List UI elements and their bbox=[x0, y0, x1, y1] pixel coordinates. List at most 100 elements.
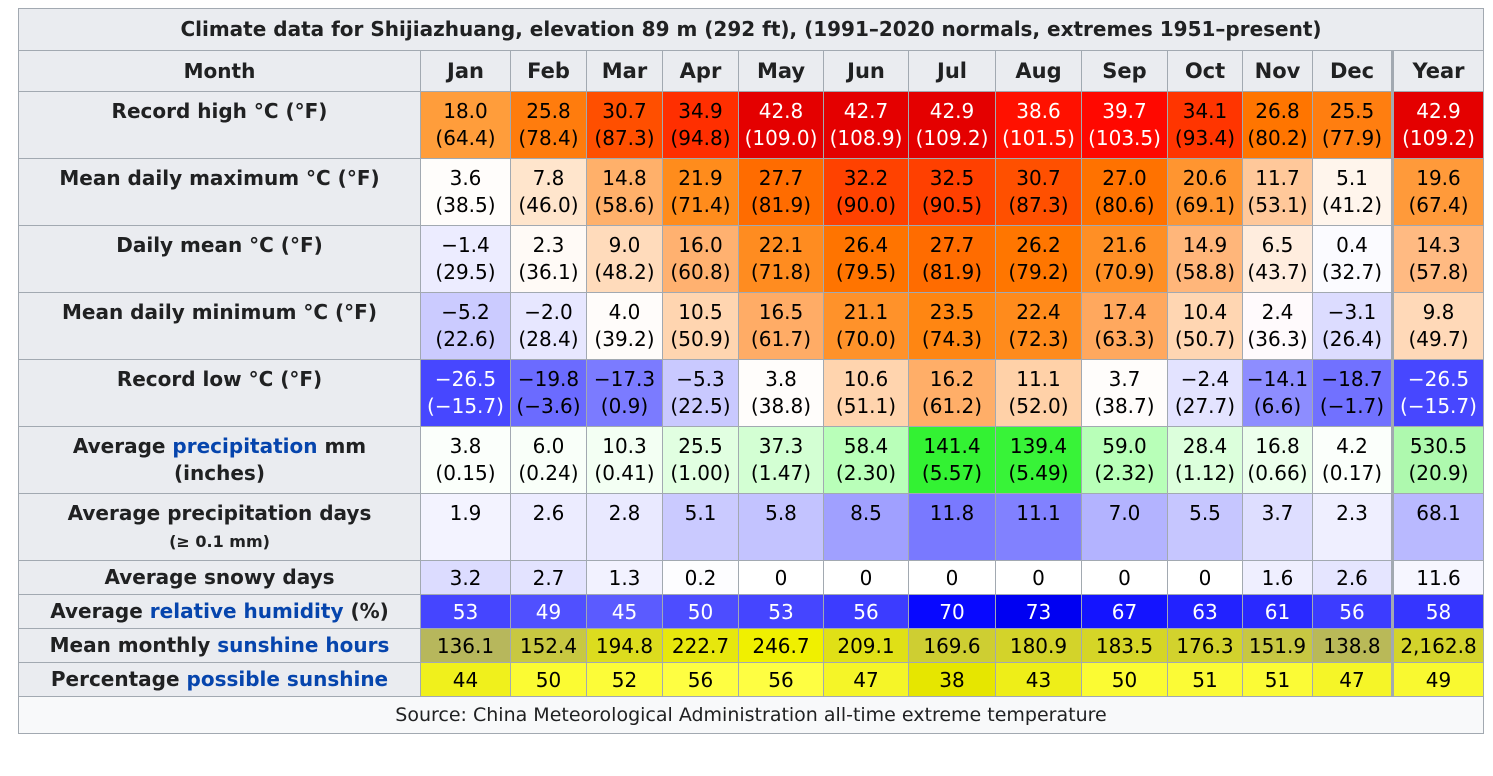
cell-value-imperial: (36.1) bbox=[518, 260, 579, 284]
month-cell: 22.1 (71.8) bbox=[738, 225, 824, 293]
row-label: Average precipitation days (≥ 0.1 mm) bbox=[18, 493, 421, 561]
month-cell: 194.8 bbox=[586, 628, 663, 663]
cell-value: 18.0 bbox=[443, 99, 488, 123]
cell-value: 169.6 bbox=[923, 633, 981, 658]
cell-value: 7.8 bbox=[532, 166, 565, 190]
header-nov: Nov bbox=[1242, 50, 1313, 92]
header-oct: Oct bbox=[1167, 50, 1243, 92]
cell-value-imperial: (−15.7) bbox=[1400, 394, 1477, 418]
month-cell: 49 bbox=[510, 594, 587, 629]
row-label-text: Percentage bbox=[50, 667, 187, 691]
table-row: Record high °C (°F) 18.0 (64.4) 25.8 (78.4) 3… bbox=[18, 91, 1485, 159]
cell-value: 2.7 bbox=[532, 565, 565, 590]
month-cell: 44 bbox=[420, 662, 511, 697]
cell-value: 0 bbox=[1032, 565, 1045, 590]
header-may: May bbox=[738, 50, 824, 92]
row-label-link[interactable]: sunshine hours bbox=[217, 633, 390, 657]
row-label-text: Mean daily minimum °C (°F) bbox=[62, 300, 377, 324]
month-cell: −17.3 (0.9) bbox=[586, 359, 663, 427]
cell-value: 42.8 bbox=[758, 99, 804, 123]
month-cell: 34.9 (94.8) bbox=[662, 91, 739, 159]
cell-value: 61 bbox=[1264, 599, 1291, 624]
row-label-link[interactable]: possible sunshine bbox=[186, 667, 389, 691]
month-cell: 138.8 bbox=[1312, 628, 1393, 663]
cell-value-imperial: (70.0) bbox=[835, 327, 897, 351]
month-cell: 67 bbox=[1081, 594, 1168, 629]
row-label: Average precipitation mm (inches) bbox=[18, 426, 421, 494]
cell-value: 10.3 bbox=[602, 434, 647, 458]
year-cell: 14.3 (57.8) bbox=[1390, 225, 1485, 293]
month-cell: −5.3 (22.5) bbox=[662, 359, 739, 427]
cell-value-imperial: (20.9) bbox=[1408, 461, 1469, 485]
month-cell: 136.1 bbox=[420, 628, 511, 663]
year-cell: 2,162.8 bbox=[1390, 628, 1485, 663]
cell-value-imperial: (38.7) bbox=[1094, 394, 1155, 418]
cell-value-imperial: (50.7) bbox=[1174, 327, 1236, 351]
month-cell: 17.4 (63.3) bbox=[1081, 292, 1168, 360]
cell-value-imperial: (0.41) bbox=[594, 461, 655, 485]
month-cell: 5.1 (41.2) bbox=[1312, 158, 1393, 226]
cell-value-imperial: (1.12) bbox=[1174, 461, 1236, 485]
month-cell: 52 bbox=[586, 662, 663, 697]
row-label-text: Average bbox=[50, 599, 150, 623]
month-cell: 38 bbox=[908, 662, 996, 697]
month-cell: 4.0 (39.2) bbox=[586, 292, 663, 360]
cell-value: 23.5 bbox=[929, 300, 975, 324]
cell-value: 8.5 bbox=[850, 501, 882, 525]
cell-value: 38.6 bbox=[1016, 99, 1061, 123]
row-label-suffix: mm bbox=[317, 434, 367, 458]
month-cell: 0.2 bbox=[662, 560, 739, 595]
month-cell: 10.4 (50.7) bbox=[1167, 292, 1243, 360]
cell-value-imperial: (38.5) bbox=[435, 193, 496, 217]
cell-value-imperial: (57.8) bbox=[1408, 260, 1469, 284]
cell-value-imperial: (80.6) bbox=[1094, 193, 1155, 217]
cell-value: 25.5 bbox=[678, 434, 723, 458]
year-cell: 530.5 (20.9) bbox=[1390, 426, 1485, 494]
month-cell: 42.7 (108.9) bbox=[823, 91, 909, 159]
month-cell: 16.5 (61.7) bbox=[738, 292, 824, 360]
month-cell: −18.7 (−1.7) bbox=[1312, 359, 1393, 427]
cell-value: −5.2 bbox=[441, 300, 490, 324]
cell-value-imperial: (69.1) bbox=[1174, 193, 1236, 217]
cell-value: 32.5 bbox=[929, 166, 975, 190]
month-cell: 38.6 (101.5) bbox=[995, 91, 1082, 159]
table-row: Daily mean °C (°F) −1.4 (29.5) 2.3 (36.1) 9.0… bbox=[18, 225, 1485, 293]
cell-value: 3.6 bbox=[449, 166, 482, 190]
month-cell: 0 bbox=[1167, 560, 1243, 595]
row-label: Average snowy days bbox=[18, 560, 421, 595]
month-cell: 50 bbox=[510, 662, 587, 697]
month-cell: 209.1 bbox=[823, 628, 909, 663]
cell-value: 16.0 bbox=[678, 233, 723, 257]
month-cell: −5.2 (22.6) bbox=[420, 292, 511, 360]
month-cell: 30.7 (87.3) bbox=[586, 91, 663, 159]
cell-value-imperial: (103.5) bbox=[1088, 126, 1161, 150]
cell-value: 1.3 bbox=[608, 565, 641, 590]
cell-value-imperial: (28.4) bbox=[518, 327, 579, 351]
month-cell: 141.4 (5.57) bbox=[908, 426, 996, 494]
month-cell: 14.9 (58.8) bbox=[1167, 225, 1243, 293]
year-cell: −26.5 (−15.7) bbox=[1390, 359, 1485, 427]
month-cell: 0 bbox=[823, 560, 909, 595]
row-label: Mean monthly sunshine hours bbox=[18, 628, 421, 663]
cell-value: −2.0 bbox=[524, 300, 573, 324]
cell-value: 151.9 bbox=[1248, 633, 1307, 658]
row-label-link[interactable]: relative humidity bbox=[149, 599, 344, 623]
month-cell: 37.3 (1.47) bbox=[738, 426, 824, 494]
cell-value: −14.1 bbox=[1246, 367, 1309, 391]
cell-value: 50 bbox=[1111, 667, 1138, 692]
row-label: Daily mean °C (°F) bbox=[18, 225, 421, 293]
cell-value-imperial: (39.2) bbox=[594, 327, 655, 351]
month-cell: 5.5 bbox=[1167, 493, 1243, 561]
cell-value: 139.4 bbox=[1009, 434, 1068, 458]
header-aug: Aug bbox=[995, 50, 1082, 92]
table-body: Record high °C (°F) 18.0 (64.4) 25.8 (78.4) 3… bbox=[18, 91, 1485, 697]
cell-value-imperial: (101.5) bbox=[1002, 126, 1075, 150]
cell-value-imperial: (109.2) bbox=[1402, 126, 1475, 150]
cell-value-imperial: (32.7) bbox=[1321, 260, 1383, 284]
row-label-link[interactable]: precipitation bbox=[172, 434, 318, 458]
cell-value-imperial: (108.9) bbox=[829, 126, 903, 150]
month-cell: 45 bbox=[586, 594, 663, 629]
cell-value: 180.9 bbox=[1009, 633, 1068, 658]
cell-value-imperial: (60.8) bbox=[670, 260, 731, 284]
cell-value-imperial: (51.1) bbox=[835, 394, 897, 418]
